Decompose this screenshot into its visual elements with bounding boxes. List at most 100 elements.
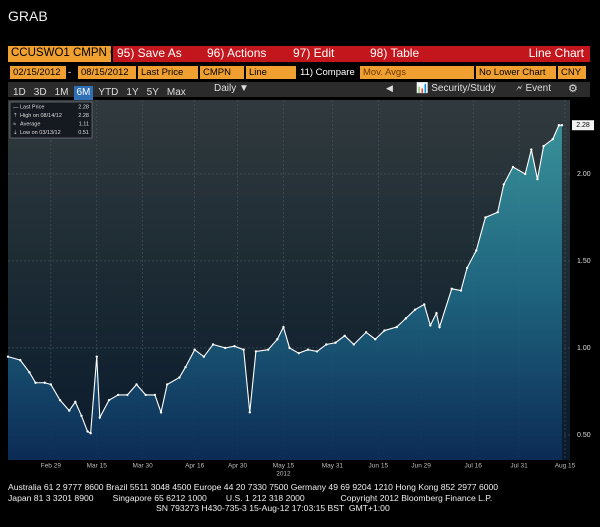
point (438, 325, 441, 329)
footer-line: SN 793273 H430-735-3 15-Aug-12 17:03:15 … (8, 503, 390, 513)
point (496, 211, 499, 214)
point (95, 355, 98, 358)
range-button[interactable]: Max (166, 87, 186, 98)
point (202, 355, 206, 358)
footer-line: Australia 61 2 9777 8600 Brazil 5511 304… (8, 482, 499, 492)
range-button[interactable]: YTD (98, 87, 119, 98)
point (80, 414, 83, 418)
point (193, 348, 196, 351)
tool[interactable]: 🗲 Event (516, 83, 552, 94)
range-button[interactable]: 5Y (146, 87, 159, 98)
y-tick-label: 0.50 (577, 432, 591, 439)
x-tick-label: Mar 30 (133, 463, 154, 470)
menu-item[interactable]: 95) Save As (117, 46, 182, 60)
point (557, 124, 561, 127)
tool-label: Event (525, 83, 552, 94)
point (364, 331, 368, 334)
period[interactable]: Daily ▼ (214, 83, 249, 94)
point (68, 409, 71, 412)
point (475, 249, 478, 252)
point (49, 383, 53, 386)
arrow-icon[interactable]: ◀ (386, 83, 393, 93)
legend-icon: ⇣ (13, 129, 18, 136)
area (8, 125, 562, 460)
start-date[interactable]: 02/15/2012 (10, 66, 66, 79)
point (135, 383, 138, 386)
range-button[interactable]: 1M (54, 87, 69, 98)
legend-label: Last Price (20, 104, 44, 110)
tool[interactable]: 📊 Security/Study (416, 83, 496, 94)
legend-icon: — (13, 104, 19, 110)
x-tick-label: Jun 15 (369, 463, 389, 470)
legend-label: High on 08/14/12 (20, 113, 62, 119)
source[interactable]: CMPN (200, 66, 244, 79)
point (383, 329, 386, 332)
line (7, 124, 562, 435)
x-tick-label: Apr 16 (185, 463, 205, 470)
security-field[interactable]: CCUSWO1 CMPN Cu (8, 46, 125, 62)
x-tick-label: Jul 16 (465, 463, 483, 470)
currency[interactable]: CNY (558, 66, 586, 79)
year-label: 2012 (276, 471, 291, 478)
footer-line: Japan 81 3 3201 8900 Singapore 65 6212 1… (8, 492, 493, 503)
settings-icon[interactable]: ⚙ (568, 83, 578, 95)
legend-icon: ⇡ (13, 112, 18, 119)
point (502, 183, 505, 186)
range-bar: 1D 3D 1M 6M YTD 1Y 5Y Max Daily ▼ ◀ 📊 Security/… (8, 82, 590, 100)
point (459, 289, 463, 292)
point (524, 172, 527, 176)
menu-item[interactable]: 96) Actions (207, 46, 267, 60)
x-tick-label: Apr 30 (228, 463, 248, 470)
x-tick-label: Jun 29 (411, 463, 431, 470)
range-button[interactable]: 3D (33, 87, 47, 98)
menu-bar: 95) Save As 96) Actions 97) Edit 98) Tab… (113, 46, 590, 62)
point (511, 165, 515, 169)
point (107, 398, 111, 402)
range-button[interactable]: 1Y (126, 87, 139, 98)
menu-item[interactable]: 97) Edit (293, 46, 335, 60)
legend-value: 2.28 (78, 104, 89, 110)
x-tick-label: May 31 (322, 463, 344, 470)
menu-item[interactable]: 98) Table (370, 46, 420, 60)
point (536, 177, 539, 181)
x-tick-label: Feb 29 (41, 463, 62, 470)
point (74, 400, 77, 404)
x-tick-label: May 15 (273, 463, 295, 470)
y-tick-label: 1.50 (577, 258, 591, 265)
point (282, 325, 285, 329)
tool-label: Security/Study (431, 83, 496, 94)
footer: Australia 61 2 9777 8600 Brazil 5511 304… (8, 482, 498, 514)
studies[interactable]: Mov. Avgs (360, 66, 474, 79)
point (144, 393, 147, 397)
point (43, 381, 46, 384)
point (184, 365, 187, 369)
legend-box (9, 101, 93, 139)
point (352, 343, 356, 346)
compare[interactable]: 11) Compare (300, 67, 355, 78)
y-tick-label: 1.00 (577, 345, 591, 352)
last-price-tag (572, 120, 594, 131)
lower-chart[interactable]: No Lower Chart (476, 66, 556, 79)
point (233, 345, 236, 348)
range-button[interactable]: 1D (13, 87, 26, 98)
chart-type[interactable]: Line Chart (528, 46, 584, 60)
point (58, 398, 62, 402)
style[interactable]: Line (246, 66, 296, 79)
legend-label: Average (20, 121, 40, 127)
x-tick-label: Mar 15 (87, 463, 108, 470)
point (28, 371, 31, 374)
end-date[interactable]: 08/15/2012 (78, 66, 136, 79)
point (395, 325, 398, 329)
point (242, 348, 245, 351)
legend-value: 0.51 (78, 130, 89, 136)
point (297, 351, 300, 355)
range-button[interactable]: 6M (73, 86, 94, 100)
point (530, 148, 533, 151)
point (159, 411, 163, 414)
point (276, 338, 279, 341)
field[interactable]: Last Price (138, 66, 198, 79)
legend-label: Low on 03/13/12 (20, 130, 61, 136)
point (248, 411, 251, 414)
